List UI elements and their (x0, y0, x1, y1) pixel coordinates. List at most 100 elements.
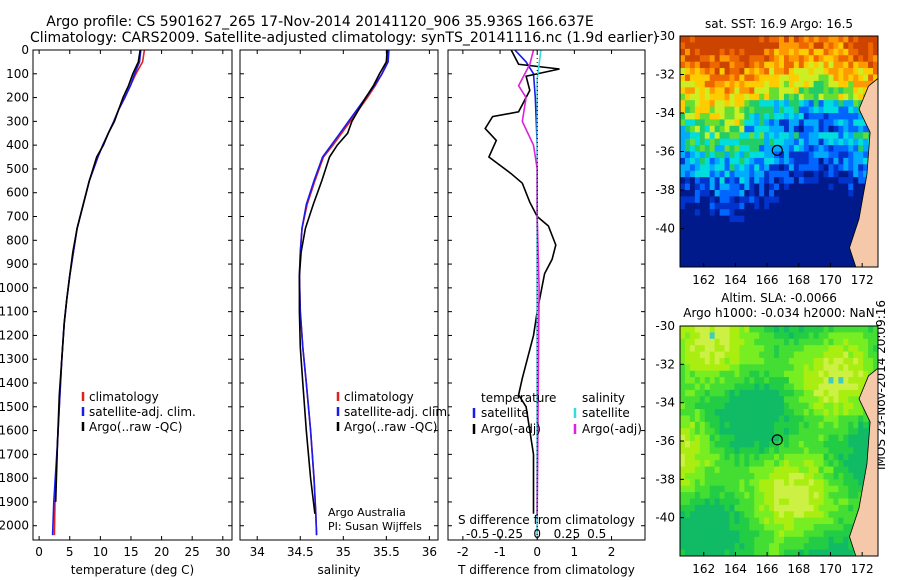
y-tick-label: 1500 (0, 400, 29, 414)
x-tick-label: 170 (819, 562, 842, 576)
map-cell (680, 524, 686, 531)
map-cell (823, 100, 829, 107)
map-cell (873, 74, 879, 82)
map-cell (694, 338, 701, 346)
map-cell (793, 453, 800, 461)
map-cell (774, 164, 780, 172)
map-cell (873, 61, 879, 69)
map-cell (699, 485, 706, 493)
map-cell (853, 326, 859, 333)
map-cell (759, 100, 765, 107)
map-cell (744, 234, 750, 242)
map-cell (769, 370, 775, 378)
map-cell (788, 517, 795, 525)
map-cell (759, 377, 765, 384)
map-cell (793, 492, 800, 499)
map-cell (803, 479, 810, 487)
map-cell (798, 183, 805, 191)
map-cell (724, 421, 730, 429)
map-cell (793, 106, 800, 114)
map-cell (813, 428, 819, 436)
map-cell (719, 472, 725, 480)
map-cell (818, 151, 824, 159)
map-cell (808, 492, 815, 499)
map-cell (803, 357, 810, 365)
map-cell (729, 132, 735, 140)
map-cell (759, 530, 765, 538)
map-cell (813, 183, 819, 191)
map-cell (833, 215, 839, 223)
map-cell (818, 247, 824, 255)
map-cell (724, 409, 730, 416)
map-cell (680, 504, 686, 512)
map-cell (729, 415, 735, 423)
map-cell (749, 68, 755, 75)
map-cell (803, 504, 810, 512)
map-cell (803, 202, 810, 210)
map-cell (734, 536, 740, 544)
map-cell (769, 472, 775, 480)
map-cell (759, 145, 765, 152)
map-cell (764, 396, 770, 404)
map-cell (853, 151, 859, 159)
map-cell (788, 498, 795, 506)
map-cell (808, 196, 815, 204)
map-cell (838, 55, 844, 63)
map-cell (734, 351, 740, 359)
map-cell (704, 511, 711, 519)
map-cell (833, 530, 839, 538)
map-cell (779, 93, 785, 101)
map-cell (783, 434, 790, 442)
map-cell (684, 209, 691, 217)
map-cell (680, 247, 686, 255)
map-cell (754, 87, 760, 95)
map-cell (848, 421, 854, 429)
map-cell (754, 504, 760, 512)
map-cell (818, 241, 824, 249)
map-cell (843, 74, 849, 82)
map-cell (774, 485, 780, 493)
map-cell (808, 55, 815, 63)
map-cell (858, 164, 864, 172)
map-cell (818, 338, 824, 346)
map-cell (853, 222, 859, 229)
map-cell (823, 113, 829, 120)
map-cell (739, 389, 745, 397)
map-cell (744, 453, 750, 461)
map-cell (719, 228, 725, 236)
map-cell (749, 202, 755, 210)
map-cell (714, 164, 720, 172)
map-cell (704, 345, 711, 352)
map-cell (714, 396, 720, 404)
map-cell (808, 190, 815, 197)
map-cell (853, 332, 859, 340)
map-cell (714, 332, 720, 340)
map-cell (868, 42, 874, 50)
map-cell (788, 504, 795, 512)
map-cell (793, 338, 800, 346)
x-tick-label: 25 (185, 545, 200, 559)
x-tick-label: 168 (787, 562, 810, 576)
map-cell (783, 61, 790, 69)
map-cell (749, 326, 755, 333)
map-cell (774, 132, 780, 140)
map-cell (684, 389, 691, 397)
map-cell (764, 125, 770, 133)
map-cell (848, 517, 854, 525)
map-cell (734, 61, 740, 69)
map-cell (749, 241, 755, 249)
map-cell (803, 485, 810, 493)
map-cell (774, 415, 780, 423)
map-cell (853, 93, 859, 101)
map-cell (783, 80, 790, 88)
map-cell (739, 377, 745, 384)
map-cell (689, 498, 696, 506)
map-cell (779, 196, 785, 204)
map-cell (754, 472, 760, 480)
map-cell (749, 511, 755, 519)
map-cell (709, 222, 716, 229)
map-cell (689, 524, 696, 531)
map-cell (853, 74, 859, 82)
map-cell (714, 460, 720, 467)
